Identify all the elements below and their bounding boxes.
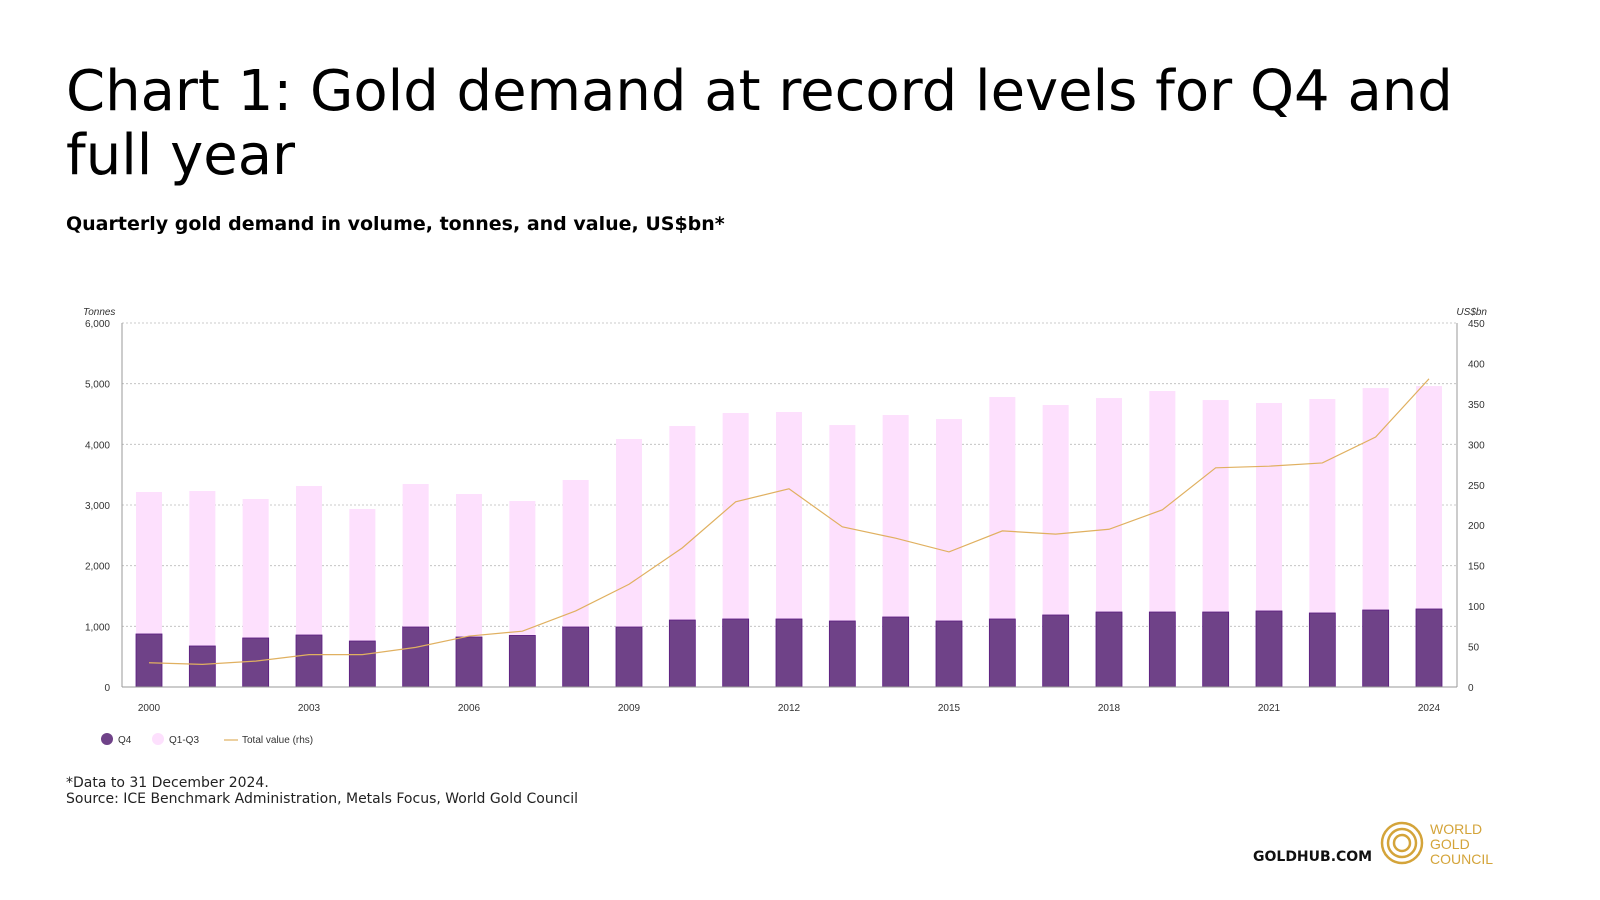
bar-q4 [348,640,376,688]
legend-q4-icon [101,733,113,745]
y-tick-label: 3,000 [85,501,110,512]
bar-q1-q3 [562,480,589,628]
bar-q4 [1415,608,1443,688]
bar-q1-q3 [1416,386,1442,609]
y-tick-label: 4,000 [85,440,110,451]
x-tick-label: 2021 [1258,703,1281,714]
y2-tick-label: 350 [1468,400,1485,411]
bar-q1-q3 [296,486,322,636]
x-tick-label: 2018 [1098,703,1121,714]
bar-q1-q3 [509,500,536,636]
bar-q1-q3 [349,509,376,642]
x-tick-label: 2012 [778,703,801,714]
bar-q1-q3 [242,498,269,638]
y2-tick-label: 400 [1468,359,1485,370]
bar-q1-q3 [669,426,696,621]
bar-q1-q3 [1309,399,1336,613]
x-tick-label: 2000 [138,703,161,714]
bar-q4 [1095,611,1123,688]
bar-q4 [882,616,910,688]
bar-q4 [1308,612,1336,688]
legend-q4-label: Q4 [118,735,132,746]
source-note: Source: ICE Benchmark Administration, Me… [66,791,579,807]
bar-q4 [722,618,750,688]
bar-q4 [1362,609,1390,688]
svg-text:COUNCIL: COUNCIL [1430,851,1493,867]
bar-q1-q3 [882,415,909,617]
bar-q4 [1202,611,1230,688]
bar-q4 [828,620,856,688]
bar-q1-q3 [989,397,1016,619]
bar-q4 [668,619,696,688]
y-axis-label: Tonnes [83,307,115,318]
svg-text:GOLD: GOLD [1430,836,1470,852]
bar-q1-q3 [1042,405,1069,615]
bar-q4 [1148,611,1176,688]
bar-q1-q3 [136,492,162,634]
y-tick-label: 6,000 [85,319,110,330]
x-tick-label: 2015 [938,703,961,714]
bar-q1-q3 [616,438,642,628]
bar-q4 [135,633,163,688]
bar-q1-q3 [1149,391,1176,613]
y-tick-label: 2,000 [85,562,110,573]
bar-q1-q3 [936,419,962,621]
bar-q4 [242,637,270,688]
svg-text:WORLD: WORLD [1430,821,1482,837]
y2-tick-label: 100 [1468,602,1485,613]
x-tick-label: 2003 [298,703,321,714]
bar-q4 [935,620,963,688]
chart-subtitle: Quarterly gold demand in volume, tonnes,… [66,213,725,235]
line-total-value [148,378,1430,665]
bar-q4 [562,626,590,688]
x-tick-label: 2006 [458,703,481,714]
y2-axis-label: US$bn [1456,307,1487,318]
y2-tick-label: 50 [1468,643,1480,654]
bar-q1-q3 [456,494,482,638]
y2-tick-label: 450 [1468,319,1485,330]
y2-tick-label: 0 [1468,683,1474,694]
bar-q4 [455,636,483,688]
bar-q1-q3 [1202,400,1229,613]
legend-total-value-label: Total value (rhs) [242,735,313,746]
bar-q4 [1042,614,1070,688]
data-note: *Data to 31 December 2024. [66,775,269,791]
y2-tick-label: 250 [1468,481,1485,492]
footnotes: *Data to 31 December 2024. Source: ICE B… [66,775,578,807]
bar-q4 [1255,610,1283,688]
y2-tick-label: 150 [1468,562,1485,573]
x-tick-label: 2009 [618,703,641,714]
bar-q1-q3 [189,490,216,646]
y-tick-label: 0 [104,683,110,694]
bar-q4 [295,634,323,688]
y-tick-label: 5,000 [85,380,110,391]
y2-tick-label: 300 [1468,440,1485,451]
bar-q4 [402,626,430,688]
legend-q1-q3-icon [152,733,164,745]
y-tick-label: 1,000 [85,622,110,633]
chart-title: Chart 1: Gold demand at record levels fo… [66,59,1453,188]
bar-q4 [988,618,1016,688]
bar-q1-q3 [402,484,429,628]
bar-q1-q3 [1096,398,1122,613]
bar-q1-q3 [1256,403,1282,611]
y2-tick-label: 200 [1468,521,1485,532]
x-tick-label: 2024 [1418,703,1441,714]
bar-q1-q3 [722,413,749,619]
legend-q1-q3-label: Q1-Q3 [169,735,199,746]
bar-q1-q3 [1362,388,1389,611]
bar-q1-q3 [776,411,802,619]
chart: 0 1,000 2,000 3,000 4,000 5,000 6,000 0 50 100 150… [83,307,1487,746]
bar-q1-q3 [829,425,856,621]
bar-q4 [615,626,643,688]
bar-q4 [188,645,216,688]
goldhub-link[interactable]: GOLDHUB.COM [1253,849,1373,865]
bar-q4 [775,618,803,688]
world-gold-council-logo: WORLD GOLD COUNCIL [1380,821,1493,867]
bar-q4 [508,635,536,688]
